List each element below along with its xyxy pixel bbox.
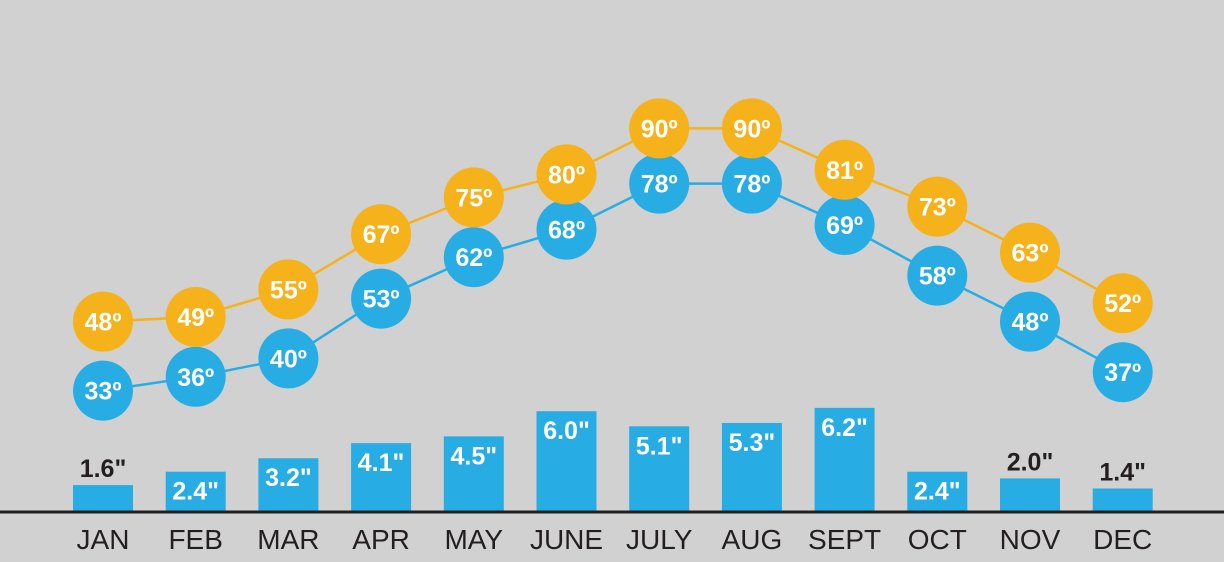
high-temp-point	[258, 259, 319, 320]
precip-bar	[1092, 488, 1153, 512]
precip-bar	[73, 485, 133, 512]
x-tick-label: FEB	[168, 524, 222, 555]
precip-bar	[443, 436, 504, 512]
precip-label: 2.0"	[1007, 448, 1054, 476]
low-temp-label: 33º	[85, 378, 122, 406]
high-temp-point	[907, 176, 968, 237]
low-temp-series: 33º 36º 40º 53º 62º 68º 78º 78º 69º 58º 48º 37º	[73, 153, 1153, 421]
precip-bar	[814, 407, 875, 512]
low-temp-point	[443, 227, 504, 288]
low-temp-point	[1092, 342, 1153, 403]
precip-label: 5.3"	[729, 429, 776, 457]
high-temp-series: 48º 49º 55º 67º 75º 80º 90º 90º 81º 73º 63º 52º	[73, 98, 1153, 352]
high-temp-label: 81º	[826, 157, 863, 185]
precip-label: 4.1"	[358, 449, 405, 477]
high-temp-label: 49º	[177, 304, 214, 332]
high-temp-label: 55º	[270, 276, 307, 304]
precip-bar	[629, 426, 690, 512]
precip-label: 1.4"	[1099, 458, 1146, 486]
low-temp-point	[165, 346, 226, 407]
precip-bar	[907, 471, 968, 512]
low-temp-label: 53º	[363, 286, 400, 314]
high-temp-point	[629, 98, 690, 159]
high-temp-label: 90º	[641, 115, 678, 143]
x-tick-label: APR	[352, 524, 410, 555]
precip-bar	[165, 471, 226, 512]
high-temp-point	[814, 139, 875, 200]
high-temp-label: 90º	[733, 115, 770, 143]
high-temp-point	[721, 98, 782, 159]
precip-label: 6.2"	[821, 414, 868, 442]
x-tick-label: MAR	[257, 524, 319, 555]
high-temp-point	[351, 204, 412, 265]
x-tick-label: SEPT	[808, 524, 881, 555]
high-temp-label: 67º	[363, 221, 400, 249]
low-temp-point	[907, 245, 968, 306]
low-temp-point	[814, 195, 875, 255]
precip-label: 2.4"	[172, 478, 219, 506]
precip-bar	[351, 443, 412, 512]
high-temp-label: 73º	[919, 194, 956, 222]
high-temp-point	[1092, 273, 1153, 334]
x-axis-labels: JAN FEB MAR APR MAY JUNE JULY AUG SEPT OCT NOV DEC	[77, 524, 1153, 555]
high-temp-point	[165, 287, 226, 347]
precip-bar	[536, 411, 597, 512]
precip-label: 5.1"	[636, 432, 683, 460]
precip-label: 6.0"	[543, 417, 590, 445]
low-temp-label: 40º	[270, 345, 307, 373]
precip-label: 4.5"	[450, 442, 497, 470]
low-temp-label: 58º	[919, 263, 956, 291]
x-tick-label: DEC	[1093, 524, 1152, 555]
precip-label: 1.6"	[80, 455, 127, 483]
precip-label: 3.2"	[265, 464, 312, 492]
precip-bar	[258, 458, 319, 512]
low-temp-point	[721, 153, 782, 214]
high-temp-point	[443, 167, 504, 228]
low-temp-label: 68º	[548, 217, 585, 245]
precip-bar	[1000, 478, 1060, 512]
high-temp-point	[536, 144, 597, 205]
low-temp-point	[258, 328, 319, 389]
low-temp-label: 78º	[733, 171, 770, 199]
low-temp-point	[536, 199, 597, 260]
low-temp-label: 37º	[1104, 359, 1141, 387]
precip-bars: 1.6" 2.4" 3.2" 4.1" 4.5" 6.0" 5.1" 5.3" 6.2" 2.4"…	[73, 407, 1153, 512]
x-tick-label: JULY	[626, 524, 693, 555]
low-temp-label: 48º	[1012, 309, 1049, 337]
x-tick-label: AUG	[722, 524, 783, 555]
low-temp-label: 62º	[455, 244, 492, 272]
precip-label: 2.4"	[914, 478, 961, 506]
high-temp-label: 52º	[1104, 290, 1141, 318]
high-temp-label: 75º	[455, 184, 492, 212]
high-temp-label: 48º	[85, 309, 122, 337]
x-tick-label: JAN	[77, 524, 130, 555]
high-temp-label: 63º	[1012, 240, 1049, 268]
precip-bar	[721, 422, 782, 512]
low-temp-point	[629, 153, 690, 214]
high-temp-point	[73, 291, 133, 352]
x-tick-label: OCT	[908, 524, 967, 555]
x-tick-label: MAY	[444, 524, 503, 555]
low-temp-label: 78º	[641, 171, 678, 199]
low-temp-point	[1000, 291, 1060, 352]
low-temp-line	[102, 182, 1124, 392]
high-temp-point	[1000, 222, 1060, 283]
x-tick-label: NOV	[1000, 524, 1061, 555]
low-temp-label: 36º	[177, 364, 214, 392]
low-temp-point	[73, 360, 133, 421]
high-temp-label: 80º	[548, 161, 585, 189]
low-temp-point	[351, 268, 412, 329]
x-tick-label: JUNE	[530, 524, 603, 555]
low-temp-label: 69º	[826, 212, 863, 240]
